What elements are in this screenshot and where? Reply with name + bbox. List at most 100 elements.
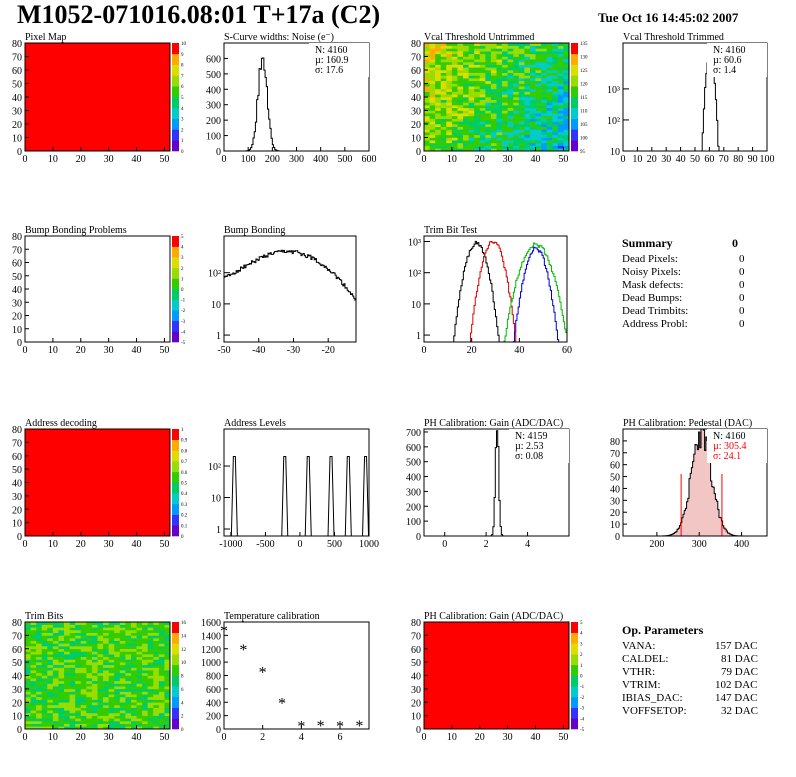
color-scale-segment [571, 707, 578, 719]
heatmap-cell [52, 720, 59, 724]
heatmap-cell [103, 686, 109, 690]
heatmap-cell [490, 113, 497, 117]
heatmap-cell [91, 678, 98, 682]
heatmap-cell [164, 678, 171, 682]
heatmap-cell [502, 145, 508, 149]
heatmap-cell [552, 61, 559, 65]
heatmap-cell [479, 134, 486, 138]
heatmap-cell [147, 656, 154, 660]
heatmap-cell [136, 627, 143, 631]
summary-label: Noisy Pixels: [622, 266, 681, 278]
heatmap-cell [546, 145, 553, 149]
color-scale-label: 115 [580, 96, 588, 101]
heatmap-cell [142, 702, 148, 706]
y-tick-label: 10 [411, 300, 421, 311]
heatmap-cell [435, 72, 442, 76]
heatmap-cell [64, 723, 70, 727]
heatmap-cell [52, 640, 59, 644]
heatmap-cell [153, 680, 160, 684]
heatmap-cell [158, 675, 165, 679]
heatmap-cell [535, 67, 542, 71]
heatmap-cell [446, 132, 453, 136]
x-tick-label: 50 [159, 345, 169, 356]
heatmap-cell [440, 126, 447, 130]
heatmap-cell [86, 627, 93, 631]
heatmap-cell [435, 83, 442, 87]
heatmap-cell [474, 88, 481, 92]
heatmap-cell [119, 712, 126, 716]
plot-title: Temperature calibration [224, 611, 320, 622]
heatmap-cell [58, 715, 65, 719]
heatmap-cell [80, 643, 87, 647]
heatmap-cell [424, 140, 430, 144]
x-tick-label: 0 [23, 539, 28, 550]
color-scale-segment [571, 75, 578, 87]
heatmap-cell [64, 672, 70, 676]
heatmap-cell [535, 97, 542, 100]
color-scale-label: 2 [181, 128, 184, 133]
heatmap-cell [91, 659, 98, 663]
heatmap-cell [546, 67, 553, 71]
x-tick-label: 60 [704, 154, 714, 165]
heatmap-cell [513, 97, 520, 100]
heatmap-cell [502, 70, 508, 73]
heatmap-cell [513, 67, 520, 71]
heatmap-cell [75, 720, 82, 724]
heatmap-cell [424, 53, 430, 57]
x-tick-label: -40 [252, 345, 265, 356]
heatmap-cell [435, 70, 442, 73]
heatmap-cell [435, 129, 442, 133]
heatmap-cell [529, 121, 536, 125]
heatmap-cell [451, 124, 458, 127]
heatmap-cell [142, 710, 148, 714]
heatmap-cell [529, 115, 536, 119]
heatmap-cell [535, 113, 542, 117]
heatmap-cell [64, 726, 70, 730]
heatmap-cell [158, 680, 165, 684]
heatmap-cell [429, 142, 436, 146]
heatmap-cell [513, 145, 520, 149]
x-tick-label: 0 [422, 732, 427, 743]
heatmap-cell [136, 640, 143, 644]
heatmap-cell [64, 710, 70, 714]
heatmap-cell [507, 64, 514, 68]
heatmap-cell [119, 630, 126, 633]
heatmap-cell [557, 91, 564, 95]
heatmap-cell [58, 707, 65, 711]
heatmap-cell [147, 651, 154, 655]
heatmap-cell [424, 61, 430, 65]
y-tick-label: 0 [416, 147, 421, 158]
heatmap-cell [97, 664, 104, 668]
heatmap-cell [474, 126, 481, 130]
heatmap-cell [557, 121, 564, 125]
heatmap-cell [91, 656, 98, 660]
heatmap-cell [52, 678, 59, 682]
heatmap-cell [52, 659, 59, 663]
heatmap-cell [136, 702, 143, 706]
heatmap-cell [75, 662, 82, 666]
heatmap-cell [435, 97, 442, 100]
heatmap-cell [424, 91, 430, 95]
heatmap-cell [474, 53, 481, 57]
heatmap-cell [130, 662, 137, 666]
heatmap-cell [463, 105, 469, 109]
color-scale-label: 0 [181, 150, 184, 155]
heatmap-cell [451, 107, 458, 111]
heatmap-cell [546, 56, 553, 60]
heatmap-cell [153, 622, 160, 625]
heatmap-cell [164, 696, 171, 700]
heatmap-cell [91, 702, 98, 706]
heatmap-cell [91, 704, 98, 708]
heatmap-cell [468, 113, 475, 117]
heatmap-cell [479, 67, 486, 71]
y-tick-label: 30 [411, 685, 421, 696]
heatmap-cell [41, 702, 48, 706]
heatmap-cell [147, 664, 154, 668]
heatmap-cell [518, 72, 525, 76]
color-scale-label: 105 [580, 123, 588, 128]
heatmap-cell [147, 686, 154, 690]
heatmap-cell [114, 680, 121, 684]
y-tick-label: 400 [406, 473, 421, 484]
plot-frame [423, 235, 568, 343]
color-scale-segment [172, 64, 179, 76]
